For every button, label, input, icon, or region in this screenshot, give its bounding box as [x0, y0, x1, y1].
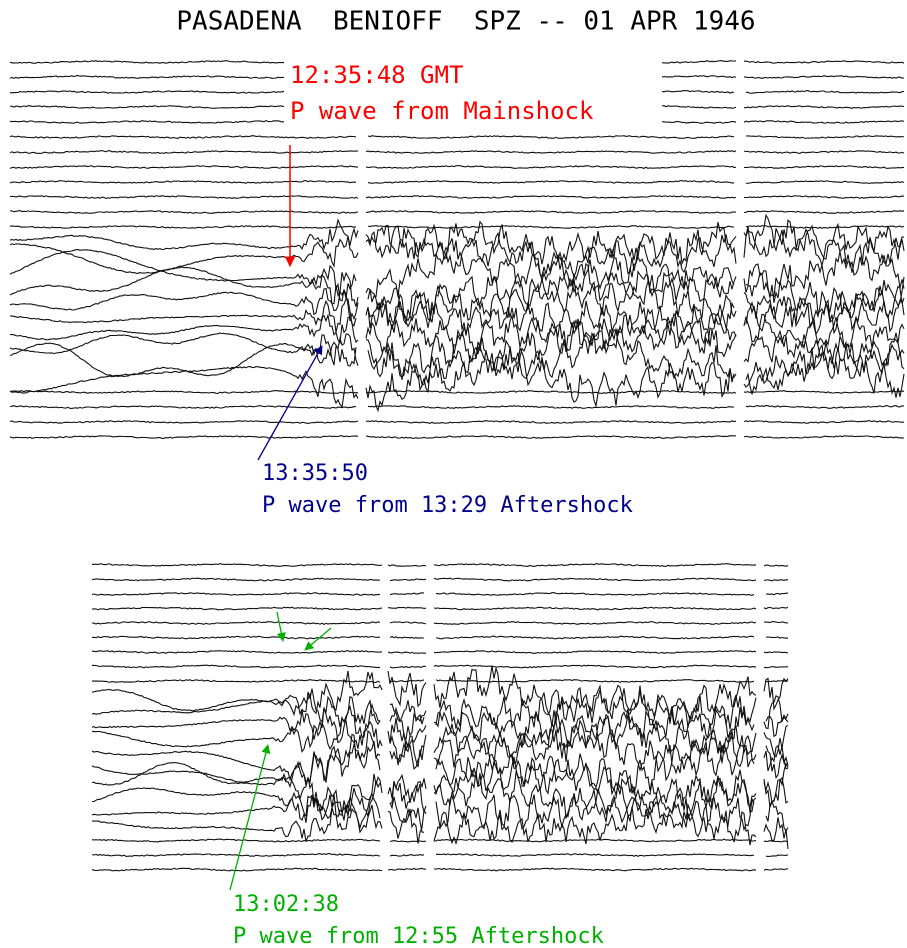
- trace: [10, 226, 904, 289]
- annotation-time: 12:35:48 GMT: [290, 61, 463, 89]
- trace: [10, 406, 904, 409]
- trace: [10, 151, 904, 154]
- trace: [10, 166, 904, 169]
- annotation-time: 13:02:38: [233, 892, 339, 917]
- arrow-small: [305, 628, 331, 650]
- arrow-aftershock-1329: [258, 346, 322, 460]
- annotation-label: P wave from 13:29 Aftershock: [262, 493, 633, 518]
- trace: [10, 421, 904, 424]
- trace: [10, 436, 904, 439]
- trace: [10, 391, 904, 394]
- trace: [92, 868, 788, 871]
- trace: [92, 665, 788, 668]
- figure: PASADENA BENIOFF SPZ -- 01 APR 1946 12:3…: [0, 0, 907, 948]
- arrow-aftershock-1255: [230, 745, 268, 890]
- trace: [10, 136, 904, 139]
- trace: [92, 636, 788, 639]
- trace: [92, 564, 788, 567]
- trace: [10, 297, 904, 336]
- trace: [92, 666, 788, 725]
- trace: [10, 317, 904, 380]
- trace: [92, 839, 788, 842]
- trace: [10, 310, 904, 355]
- seismogram-bottom: [92, 564, 788, 871]
- trace: [92, 680, 788, 683]
- trace: [92, 622, 788, 625]
- trace: [92, 593, 788, 596]
- annotation-time: 13:35:50: [262, 461, 368, 486]
- trace: [92, 651, 788, 654]
- trace: [10, 211, 904, 214]
- page: {"title": "PASADENA BENIOFF SPZ -- 01 AP…: [0, 0, 907, 948]
- trace: [10, 181, 904, 184]
- trace: [92, 607, 788, 610]
- trace: [92, 854, 788, 857]
- title: PASADENA BENIOFF SPZ -- 01 APR 1946: [176, 7, 755, 37]
- trace: [10, 196, 904, 199]
- trace: [92, 578, 788, 581]
- annotation-label: P wave from 12:55 Aftershock: [233, 924, 604, 948]
- annotation-label: P wave from Mainshock: [290, 97, 594, 125]
- trace: [92, 805, 788, 849]
